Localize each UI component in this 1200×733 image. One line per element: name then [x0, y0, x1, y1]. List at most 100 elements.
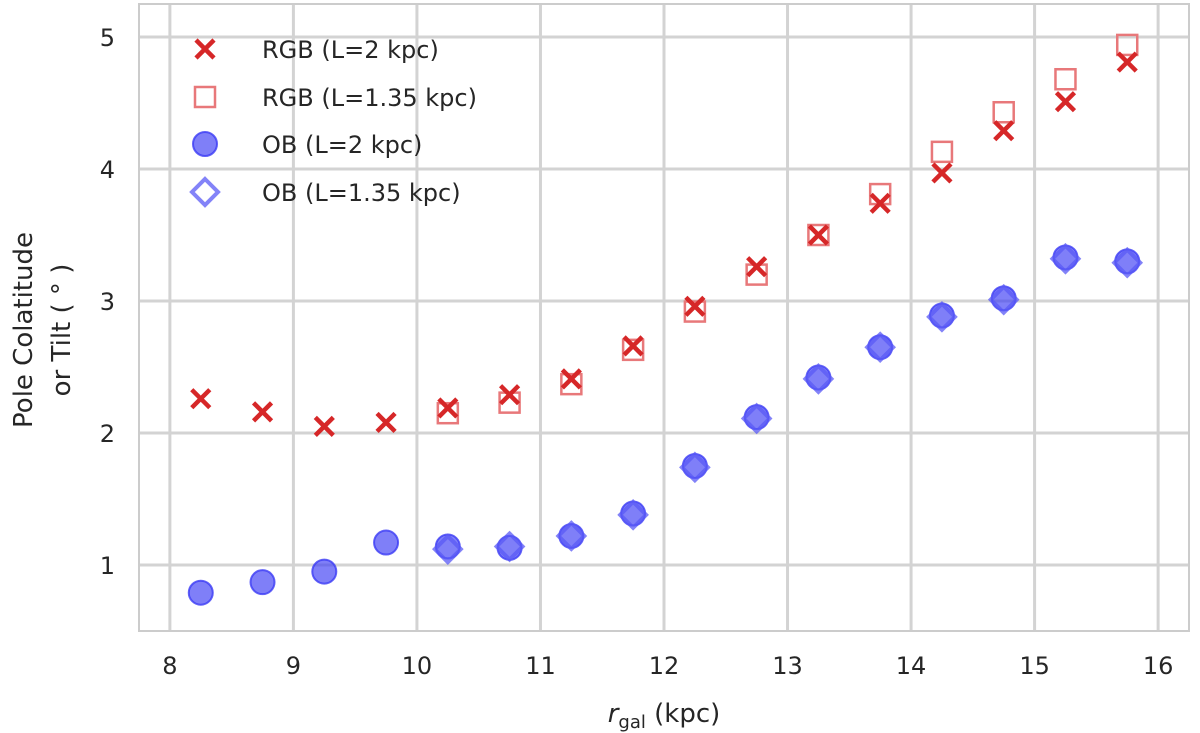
legend-item: RGB (L=2 kpc)	[194, 36, 439, 64]
x-marker-stroke	[498, 384, 521, 406]
y-tick-label: 3	[100, 288, 115, 316]
x-marker-stroke	[746, 256, 768, 278]
legend-label: RGB (L=2 kpc)	[262, 36, 439, 64]
y-tick-label: 5	[100, 24, 115, 52]
data-point	[251, 401, 274, 423]
data-point	[560, 368, 582, 390]
data-point	[1049, 242, 1082, 275]
data-point	[931, 162, 953, 184]
data-point	[683, 300, 707, 323]
x-marker-stroke	[194, 38, 216, 60]
x-marker-stroke	[313, 415, 335, 437]
x-tick-label: 13	[772, 652, 803, 680]
data-point	[1116, 51, 1138, 73]
legend: RGB (L=2 kpc) RGB (L=1.35 kpc) OB (L=2 kpc…	[189, 36, 477, 208]
data-point	[498, 384, 521, 406]
x-marker-stroke	[251, 401, 274, 423]
data-point	[190, 388, 212, 410]
data-point	[807, 224, 830, 246]
data-point	[807, 223, 830, 247]
y-axis-label-line-1: Pole Colatitude	[9, 232, 39, 428]
x-axis-label: rgal (kpc)	[608, 699, 721, 733]
x-axis-subscript: gal	[618, 712, 645, 733]
x-marker-stroke	[1116, 51, 1138, 73]
data-point	[1054, 67, 1077, 91]
series-diamond-open	[431, 242, 1144, 565]
legend-label: RGB (L=1.35 kpc)	[262, 84, 477, 112]
data-point	[621, 338, 645, 362]
data-point	[993, 120, 1015, 142]
legend-item: RGB (L=1.35 kpc)	[193, 84, 477, 112]
x-marker-stroke	[560, 368, 582, 390]
data-point	[437, 397, 459, 419]
data-point	[187, 579, 214, 606]
x-marker-stroke	[931, 162, 953, 184]
x-marker-stroke	[437, 397, 459, 419]
x-tick-label: 12	[649, 652, 680, 680]
legend-label: OB (L=2 kpc)	[262, 131, 422, 159]
data-point	[375, 411, 397, 434]
y-tick-labels: 1 2 3 4 5	[100, 24, 115, 580]
series-x	[190, 51, 1138, 437]
x-marker-stroke	[869, 192, 891, 214]
y-tick-label: 4	[100, 156, 115, 184]
data-point	[869, 192, 891, 214]
y-axis-label-line-2: or Tilt ( ° )	[47, 264, 77, 397]
data-point	[930, 140, 954, 164]
data-point	[311, 558, 338, 585]
x-tick-label: 9	[286, 652, 301, 680]
x-tick-label: 10	[402, 652, 433, 680]
legend-marker	[194, 38, 216, 60]
legend-item: OB (L=2 kpc)	[192, 131, 422, 159]
data-point	[436, 401, 460, 425]
data-point	[555, 520, 588, 552]
data-point	[373, 529, 400, 556]
x-tick-label: 15	[1019, 652, 1050, 680]
x-tick-labels: 8 9 10 11 12 13 14 15 16	[162, 652, 1173, 680]
data-point	[431, 533, 464, 565]
data-point	[679, 451, 711, 484]
x-axis-symbol: r	[608, 699, 621, 729]
data-point	[740, 402, 773, 435]
data-point	[802, 363, 835, 395]
grid	[139, 4, 1189, 631]
data-point	[558, 522, 585, 549]
data-point	[864, 331, 897, 364]
data-point	[867, 334, 894, 361]
x-tick-label: 11	[525, 652, 556, 680]
x-marker-stroke	[375, 411, 397, 434]
data-points	[187, 33, 1144, 606]
y-tick-label: 1	[100, 552, 115, 580]
x-tick-label: 14	[896, 652, 927, 680]
legend-marker	[192, 131, 218, 157]
y-axis-label: Pole Colatitude or Tilt ( ° )	[9, 232, 77, 428]
x-tick-label: 16	[1143, 652, 1174, 680]
data-point	[617, 499, 649, 531]
legend-marker	[193, 85, 217, 109]
data-point	[926, 301, 958, 333]
x-tick-label: 8	[162, 652, 177, 680]
data-point	[746, 256, 768, 278]
legend-marker	[189, 176, 221, 208]
data-point	[622, 335, 644, 357]
data-point	[1054, 91, 1077, 113]
x-marker-stroke	[993, 120, 1015, 142]
legend-label: OB (L=1.35 kpc)	[262, 179, 461, 207]
x-marker-stroke	[190, 388, 212, 410]
legend-item: OB (L=1.35 kpc)	[189, 176, 461, 208]
y-tick-label: 2	[100, 420, 115, 448]
data-point	[493, 530, 526, 563]
x-marker-stroke	[1054, 91, 1077, 113]
data-point	[249, 569, 276, 596]
data-point	[560, 372, 583, 396]
plot-frame	[138, 3, 1190, 632]
data-point	[987, 283, 1020, 316]
data-point	[1115, 33, 1139, 57]
x-axis-unit: (kpc)	[646, 699, 720, 729]
data-point	[1111, 246, 1144, 279]
x-marker-stroke	[622, 335, 644, 357]
data-point	[684, 295, 706, 317]
x-marker-stroke	[684, 295, 706, 317]
data-point	[313, 415, 335, 437]
